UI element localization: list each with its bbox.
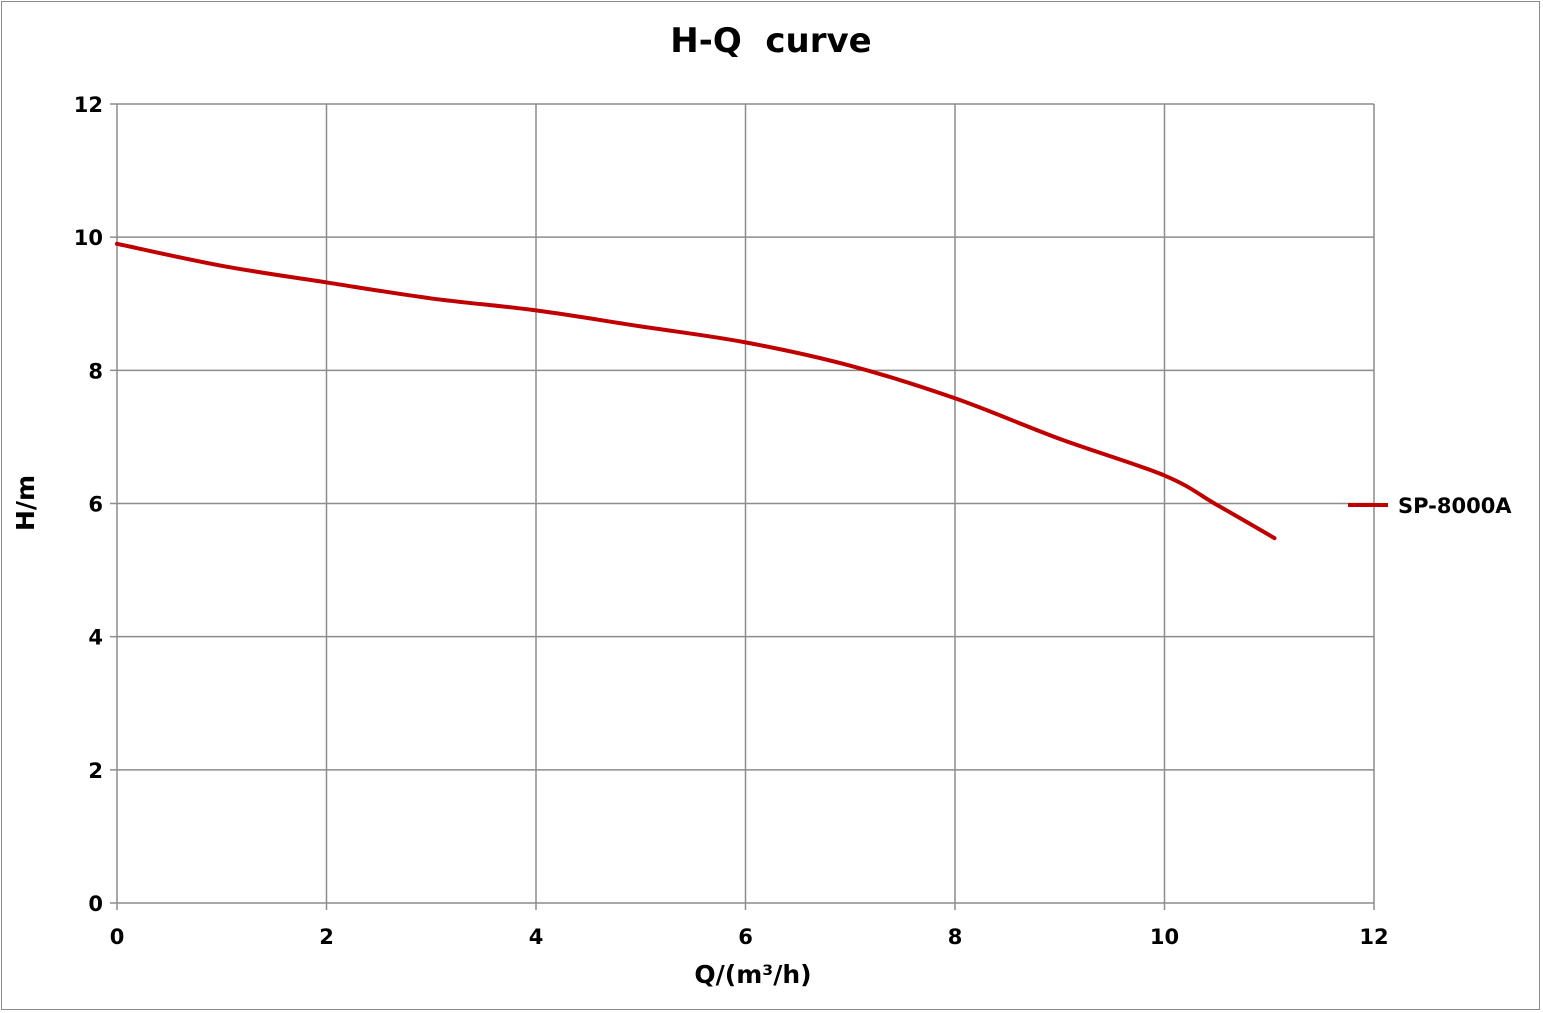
- x-tick-label: 4: [529, 925, 544, 949]
- legend: SP-8000A: [1348, 494, 1512, 518]
- x-tick-label: 6: [738, 925, 753, 949]
- series-line-sp-8000a: [115, 241, 1277, 541]
- x-axis-label: Q/(m³/h): [694, 960, 811, 989]
- x-axis-ticks: 0 2 4 6 8 10 12: [110, 925, 1389, 949]
- chart-title: H-Q curve: [670, 21, 872, 61]
- x-tick-label: 8: [948, 925, 963, 949]
- y-tick-label: 4: [88, 626, 103, 650]
- y-tick-label: 6: [88, 493, 103, 517]
- x-tick-label: 0: [110, 925, 125, 949]
- y-tick-label: 8: [88, 359, 103, 383]
- y-tick-label: 10: [74, 226, 103, 250]
- y-tick-label: 2: [88, 759, 103, 783]
- grid-lines: [110, 103, 1375, 910]
- x-tick-label: 12: [1359, 925, 1388, 949]
- x-tick-label: 10: [1150, 925, 1179, 949]
- x-tick-label: 2: [319, 925, 334, 949]
- y-tick-label: 0: [88, 892, 103, 916]
- y-axis-ticks: 0 2 4 6 8 10 12: [74, 93, 103, 916]
- y-axis-label: H/m: [11, 475, 40, 531]
- legend-label: SP-8000A: [1398, 494, 1512, 518]
- series-lines: [115, 241, 1277, 541]
- y-tick-label: 12: [74, 93, 103, 117]
